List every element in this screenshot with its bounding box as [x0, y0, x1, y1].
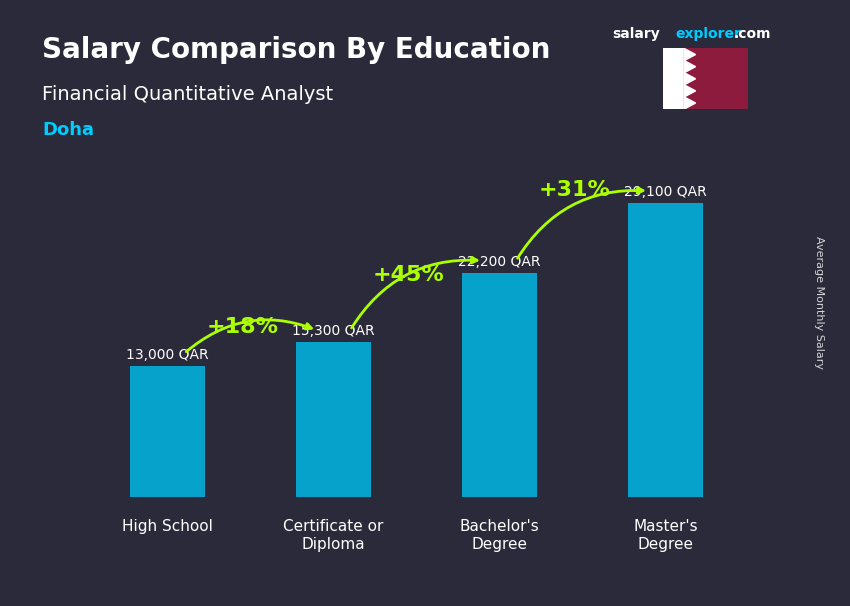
- Bar: [684, 48, 748, 109]
- Text: explorer: explorer: [676, 27, 741, 41]
- Text: Certificate or
Diploma: Certificate or Diploma: [283, 519, 383, 551]
- Text: salary: salary: [612, 27, 660, 41]
- Text: Financial Quantitative Analyst: Financial Quantitative Analyst: [42, 85, 333, 104]
- Text: +31%: +31%: [538, 181, 610, 201]
- Text: Doha: Doha: [42, 121, 94, 139]
- Text: 13,000 QAR: 13,000 QAR: [127, 348, 209, 362]
- Polygon shape: [684, 61, 695, 73]
- Text: Average Monthly Salary: Average Monthly Salary: [814, 236, 824, 370]
- Polygon shape: [684, 73, 695, 85]
- Text: 22,200 QAR: 22,200 QAR: [458, 255, 541, 268]
- Bar: [462, 273, 537, 497]
- Text: 15,300 QAR: 15,300 QAR: [292, 324, 375, 338]
- Bar: [296, 342, 371, 497]
- Polygon shape: [684, 85, 695, 97]
- Text: +18%: +18%: [207, 317, 278, 337]
- Bar: [130, 365, 205, 497]
- Text: Bachelor's
Degree: Bachelor's Degree: [460, 519, 540, 551]
- Text: 29,100 QAR: 29,100 QAR: [624, 185, 707, 199]
- Text: Salary Comparison By Education: Salary Comparison By Education: [42, 36, 551, 64]
- Text: .com: .com: [734, 27, 771, 41]
- Bar: [628, 203, 703, 497]
- Polygon shape: [684, 48, 695, 61]
- Text: +45%: +45%: [372, 265, 444, 285]
- Polygon shape: [684, 97, 695, 109]
- Bar: [663, 48, 684, 109]
- Text: High School: High School: [122, 519, 213, 534]
- Text: Master's
Degree: Master's Degree: [633, 519, 698, 551]
